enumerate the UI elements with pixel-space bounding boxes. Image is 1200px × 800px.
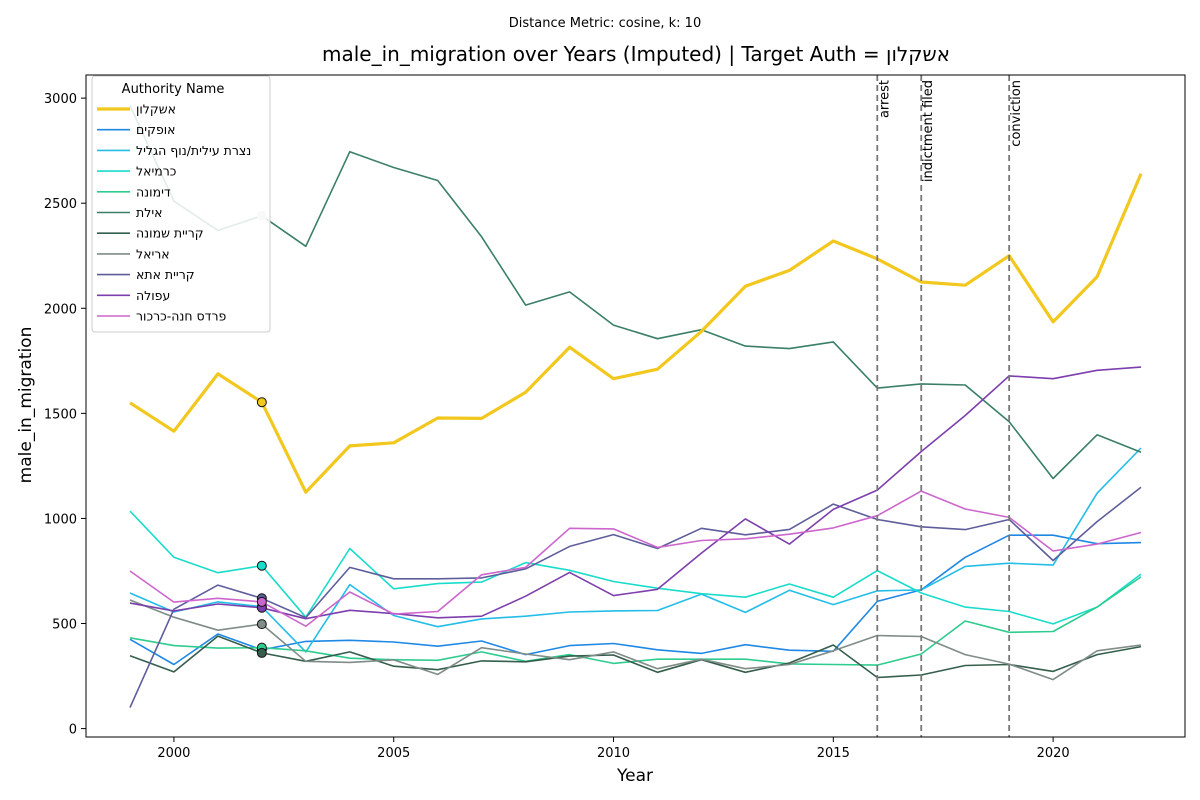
y-tick-label: 1000 [44,512,77,527]
series-line [129,599,1142,681]
x-tick-label: 2015 [817,746,850,761]
event-label: arrest [877,80,892,118]
imputed-point [256,647,267,658]
x-tick-label: 2005 [377,746,410,761]
series-line [129,534,1142,666]
imputed-point [256,397,267,408]
series-line [129,366,1142,620]
y-tick-label: 0 [69,723,77,738]
legend-label: נצרת עילית/נוף הגליל [136,143,251,158]
legend-label: אריאל [136,246,170,261]
series-line [129,447,1142,653]
legend-label: אופקים [136,122,176,137]
imputed-point [256,560,267,571]
x-tick-label: 2010 [597,746,630,761]
x-tick-label: 2020 [1037,746,1070,761]
x-tick-label: 2000 [157,746,190,761]
y-tick-label: 3000 [44,92,77,107]
series-line [129,510,1142,625]
legend-label: דימונה [136,184,171,199]
legend-label: עפולה [136,288,170,303]
series-line [129,105,1142,480]
chart-title: male_in_migration over Years (Imputed) |… [322,42,950,66]
chart-suptitle: Distance Metric: cosine, k: 10 [509,16,701,31]
plot-area: arrest indictment filed conviction 2000 2005… [44,74,1186,761]
series-line [129,576,1142,666]
y-tick-label: 2000 [44,302,77,317]
series-line [129,486,1142,708]
legend-label: קריית אתא [136,267,195,282]
legend-box [91,75,271,333]
legend-label: כרמיאל [136,164,176,179]
y-axis-label: male_in_migration [16,327,36,484]
series-line [129,490,1142,628]
x-axis-label: Year [616,766,653,786]
legend-title: Authority Name [122,82,225,97]
legend-label: פרדס חנה-כרכור [136,309,227,324]
event-label: conviction [1009,80,1024,147]
imputed-point [256,619,267,630]
legend-label: אילת [136,205,162,220]
y-tick-label: 500 [52,618,77,633]
imputed-point [256,596,267,607]
series-line [129,173,1143,494]
legend-label: אשקלון [136,102,176,117]
series-line [129,635,1142,679]
axes-frame [85,74,1186,738]
legend-label: קריית שמונה [136,226,204,241]
legend: Authority Name אשקלון אופקים נצרת עילית/נוף… [91,75,271,333]
y-tick-label: 2500 [44,197,77,212]
event-label: indictment filed [921,80,936,182]
y-tick-label: 1500 [44,407,77,422]
